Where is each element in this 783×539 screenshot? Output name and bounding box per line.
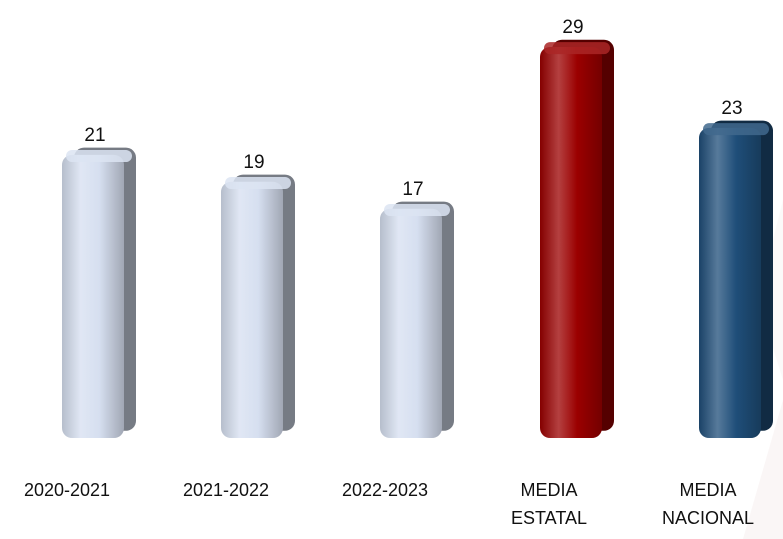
bar-top-face <box>703 123 769 136</box>
category-label-3: 2022-2023 <box>342 480 428 500</box>
bar-2 <box>221 174 295 438</box>
bar-top-face <box>66 150 132 163</box>
bar-3 <box>380 201 454 438</box>
bar-top-face <box>384 203 450 216</box>
bar-front-face <box>540 46 602 438</box>
data-label-2: 19 <box>243 152 264 173</box>
data-label-1: 21 <box>84 125 105 146</box>
bars-layer <box>62 39 773 438</box>
bar-front-face <box>699 127 761 438</box>
data-label-4: 29 <box>562 17 583 38</box>
bar-front-face <box>62 154 124 438</box>
category-label-5: MEDIA NACIONAL <box>662 480 754 528</box>
category-label-1: 2020-2021 <box>24 480 110 500</box>
bar-top-face <box>225 177 291 190</box>
category-label-4: MEDIA ESTATAL <box>511 480 587 528</box>
data-labels-layer: 21 19 17 29 23 <box>84 17 742 200</box>
bar-4 <box>540 39 614 438</box>
data-label-5: 23 <box>721 98 742 119</box>
bar-front-face <box>380 208 442 438</box>
bar-5 <box>699 120 773 438</box>
category-axis-labels: 2020-2021 2021-2022 2022-2023 MEDIA ESTATAL M… <box>24 480 754 528</box>
bar-top-face <box>544 42 610 55</box>
data-label-3: 17 <box>402 179 423 200</box>
bar-1 <box>62 147 136 438</box>
category-label-2: 2021-2022 <box>183 480 269 500</box>
bar-front-face <box>221 181 283 438</box>
